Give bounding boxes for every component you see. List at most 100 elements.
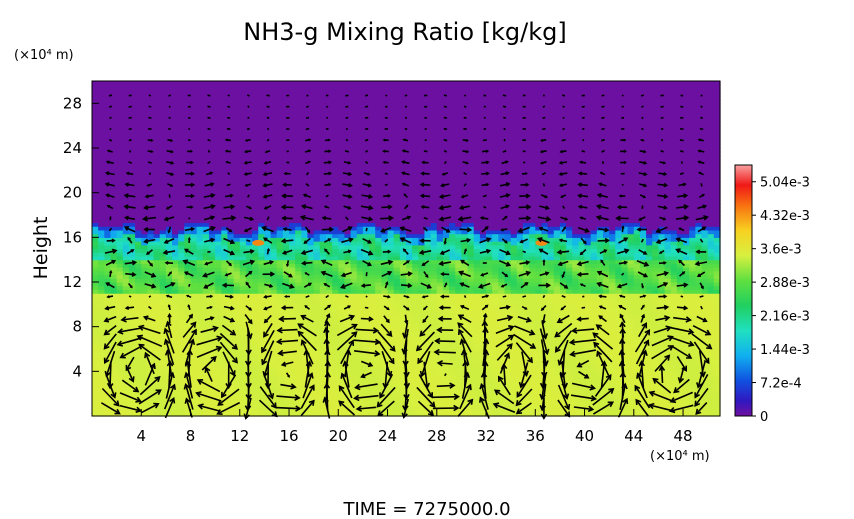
heatmap-cell xyxy=(387,192,395,197)
heatmap-cell xyxy=(196,125,204,130)
heatmap-cell xyxy=(406,386,413,391)
heatmap-cell xyxy=(92,267,99,272)
heatmap-cell xyxy=(239,330,247,335)
heatmap-cell xyxy=(362,196,370,201)
heatmap-cell xyxy=(430,352,438,358)
heatmap-cell xyxy=(375,151,382,157)
heatmap-cell xyxy=(369,174,376,179)
heatmap-cell xyxy=(104,110,112,116)
heatmap-cell xyxy=(399,352,407,358)
heatmap-cell xyxy=(258,192,265,197)
heatmap-cell xyxy=(289,233,296,238)
heatmap-cell xyxy=(418,140,426,145)
heatmap-cell xyxy=(172,270,179,276)
heatmap-cell xyxy=(406,393,413,398)
heatmap-cell xyxy=(153,352,161,358)
heatmap-cell xyxy=(184,218,192,224)
heatmap-cell xyxy=(338,129,346,134)
heatmap-cell xyxy=(190,270,198,276)
heatmap-cell xyxy=(98,300,105,305)
heatmap-cell xyxy=(110,401,118,406)
heatmap-cell xyxy=(227,162,235,168)
heatmap-cell xyxy=(375,326,382,331)
heatmap-cell xyxy=(295,107,302,112)
heatmap-cell xyxy=(325,360,333,365)
heatmap-cell xyxy=(245,166,253,171)
heatmap-cell xyxy=(350,371,358,376)
heatmap-cell xyxy=(153,211,161,216)
heatmap-cell xyxy=(356,255,364,261)
heatmap-cell xyxy=(325,207,333,212)
heatmap-cell xyxy=(153,304,161,309)
heatmap-cell xyxy=(276,282,284,287)
heatmap-cell xyxy=(332,233,339,238)
heatmap-cell xyxy=(276,322,284,328)
heatmap-cell xyxy=(135,170,142,175)
heatmap-cell xyxy=(369,285,376,291)
heatmap-cell xyxy=(387,84,395,90)
heatmap-cell xyxy=(165,188,173,194)
heatmap-cell xyxy=(264,170,272,175)
heatmap-cell xyxy=(282,296,290,302)
heatmap-cell xyxy=(116,371,124,376)
heatmap-cell xyxy=(104,401,112,406)
heatmap-cell xyxy=(344,263,352,268)
heatmap-cell xyxy=(412,192,419,197)
heatmap-cell xyxy=(245,148,253,153)
heatmap-cell xyxy=(227,196,235,201)
heatmap-cell xyxy=(172,218,179,224)
heatmap-cell xyxy=(178,274,185,279)
heatmap-cell xyxy=(338,248,346,253)
heatmap-cell xyxy=(270,352,278,358)
heatmap-cell xyxy=(270,263,278,268)
heatmap-cell xyxy=(313,322,321,328)
heatmap-cell xyxy=(313,192,321,197)
heatmap-cell xyxy=(202,248,210,253)
heatmap-cell xyxy=(190,349,198,354)
heatmap-cell xyxy=(387,222,395,227)
heatmap-cell xyxy=(245,300,253,305)
heatmap-cell xyxy=(258,148,265,153)
heatmap-cell xyxy=(172,241,179,246)
heatmap-cell xyxy=(399,330,407,335)
heatmap-cell xyxy=(141,337,149,343)
heatmap-cell xyxy=(332,334,339,339)
heatmap-cell xyxy=(301,133,309,138)
heatmap-cell xyxy=(319,114,327,119)
heatmap-cell xyxy=(184,133,192,138)
heatmap-cell xyxy=(252,330,259,335)
heatmap-cell xyxy=(104,155,112,160)
heatmap-cell xyxy=(116,248,124,253)
heatmap-cell xyxy=(424,404,432,410)
heatmap-cell xyxy=(153,289,161,294)
heatmap-cell xyxy=(325,233,333,238)
heatmap-cell xyxy=(350,103,358,108)
heatmap-cell xyxy=(356,233,364,238)
heatmap-cell xyxy=(128,207,136,212)
heatmap-cell xyxy=(196,103,204,108)
heatmap-cell xyxy=(258,319,265,324)
heatmap-cell xyxy=(362,84,370,90)
heatmap-cell xyxy=(184,125,192,130)
heatmap-cell xyxy=(239,192,247,197)
heatmap-cell xyxy=(135,233,142,238)
heatmap-cell xyxy=(282,248,290,253)
heatmap-cell xyxy=(332,196,339,201)
heatmap-cell xyxy=(424,207,432,212)
heatmap-cell xyxy=(295,334,302,339)
heatmap-cell xyxy=(147,226,155,231)
heatmap-cell xyxy=(325,404,333,410)
heatmap-cell xyxy=(233,125,241,130)
heatmap-cell xyxy=(399,375,407,380)
heatmap-cell xyxy=(116,162,124,168)
heatmap-cell xyxy=(338,397,346,402)
heatmap-cell xyxy=(128,352,136,358)
heatmap-cell xyxy=(362,140,370,145)
heatmap-cell xyxy=(319,118,327,123)
heatmap-cell xyxy=(122,386,130,391)
heatmap-cell xyxy=(307,349,315,354)
heatmap-cell xyxy=(325,375,333,380)
heatmap-cell xyxy=(375,397,382,402)
heatmap-cell xyxy=(252,304,259,309)
heatmap-cell xyxy=(141,121,149,127)
